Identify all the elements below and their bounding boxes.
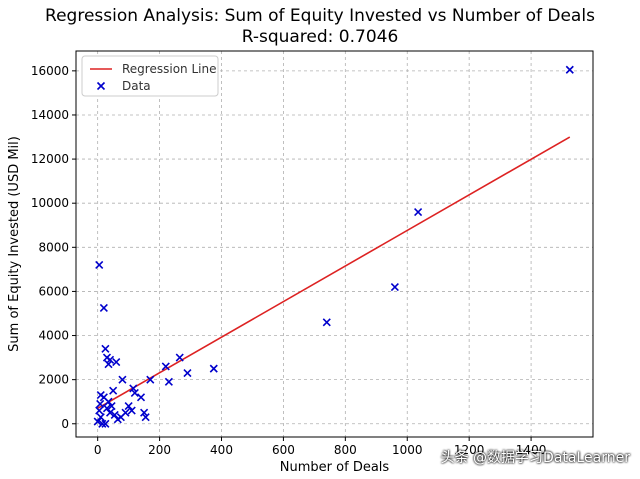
- x-tick-label: 0: [94, 443, 102, 457]
- data-point: [322, 318, 331, 327]
- data-point: [93, 417, 102, 426]
- legend-marker-swatch: [96, 81, 106, 91]
- data-point: [102, 404, 112, 413]
- data-point: [161, 362, 170, 371]
- y-tick-label: 2000: [38, 373, 69, 387]
- data-point: [209, 364, 218, 373]
- data-point: [99, 303, 108, 313]
- watermark-text: 头条 @数据学习DataLearner: [440, 450, 630, 466]
- y-tick-label: 6000: [38, 284, 69, 298]
- y-tick-label: 16000: [31, 64, 69, 78]
- legend-label-data: Data: [122, 79, 151, 93]
- data-point: [96, 413, 105, 422]
- plot-frame: [75, 50, 594, 438]
- data-point: [105, 355, 115, 364]
- data-point: [95, 406, 104, 415]
- x-axis-label: Number of Deals: [280, 460, 390, 475]
- data-point: [107, 402, 116, 411]
- x-tick-label: 1200: [454, 443, 485, 457]
- data-point: [112, 357, 121, 367]
- data-point: [95, 260, 104, 270]
- data-point: [146, 375, 155, 384]
- data-point: [136, 393, 146, 402]
- legend-label-regression: Regression Line: [122, 62, 216, 76]
- legend-box: [81, 55, 219, 97]
- data-point: [414, 207, 423, 217]
- data-point: [127, 406, 136, 415]
- data-point: [175, 353, 184, 362]
- data-point: [104, 360, 113, 369]
- data-point: [101, 344, 110, 353]
- x-tick-label: 800: [334, 443, 357, 457]
- chart-title-line-2: R-squared: 0.7046: [241, 27, 399, 47]
- data-point: [96, 399, 105, 408]
- data-point: [121, 408, 130, 417]
- regression-line: [97, 136, 571, 410]
- data-point: [101, 419, 110, 428]
- data-point: [140, 408, 149, 417]
- x-tick-label: 1400: [516, 443, 547, 457]
- data-point: [141, 413, 150, 422]
- y-tick-label: 8000: [38, 240, 69, 254]
- data-point: [110, 410, 119, 420]
- data-point: [183, 368, 192, 378]
- data-point: [124, 402, 133, 411]
- chart-title-line-1: Regression Analysis: Sum of Equity Inves…: [45, 6, 595, 26]
- data-point: [118, 375, 127, 384]
- x-tick-label: 1000: [392, 443, 423, 457]
- x-tick-label: 200: [148, 443, 171, 457]
- y-tick-label: 12000: [31, 152, 69, 166]
- data-point: [164, 377, 173, 386]
- data-point: [565, 65, 574, 74]
- data-point: [98, 419, 107, 428]
- y-axis-label: Sum of Equity Invested (USD Mil): [7, 136, 22, 352]
- y-tick-label: 10000: [31, 196, 69, 210]
- x-tick-label: 600: [272, 443, 295, 457]
- data-point: [129, 384, 138, 393]
- y-tick-label: 14000: [31, 108, 69, 122]
- data-point: [109, 386, 118, 395]
- y-tick-label: 0: [61, 417, 69, 431]
- x-tick-label: 400: [210, 443, 233, 457]
- data-point: [390, 282, 399, 292]
- data-point: [104, 397, 113, 406]
- data-point: [105, 408, 115, 417]
- data-point: [130, 388, 139, 397]
- y-tick-label: 4000: [38, 329, 69, 343]
